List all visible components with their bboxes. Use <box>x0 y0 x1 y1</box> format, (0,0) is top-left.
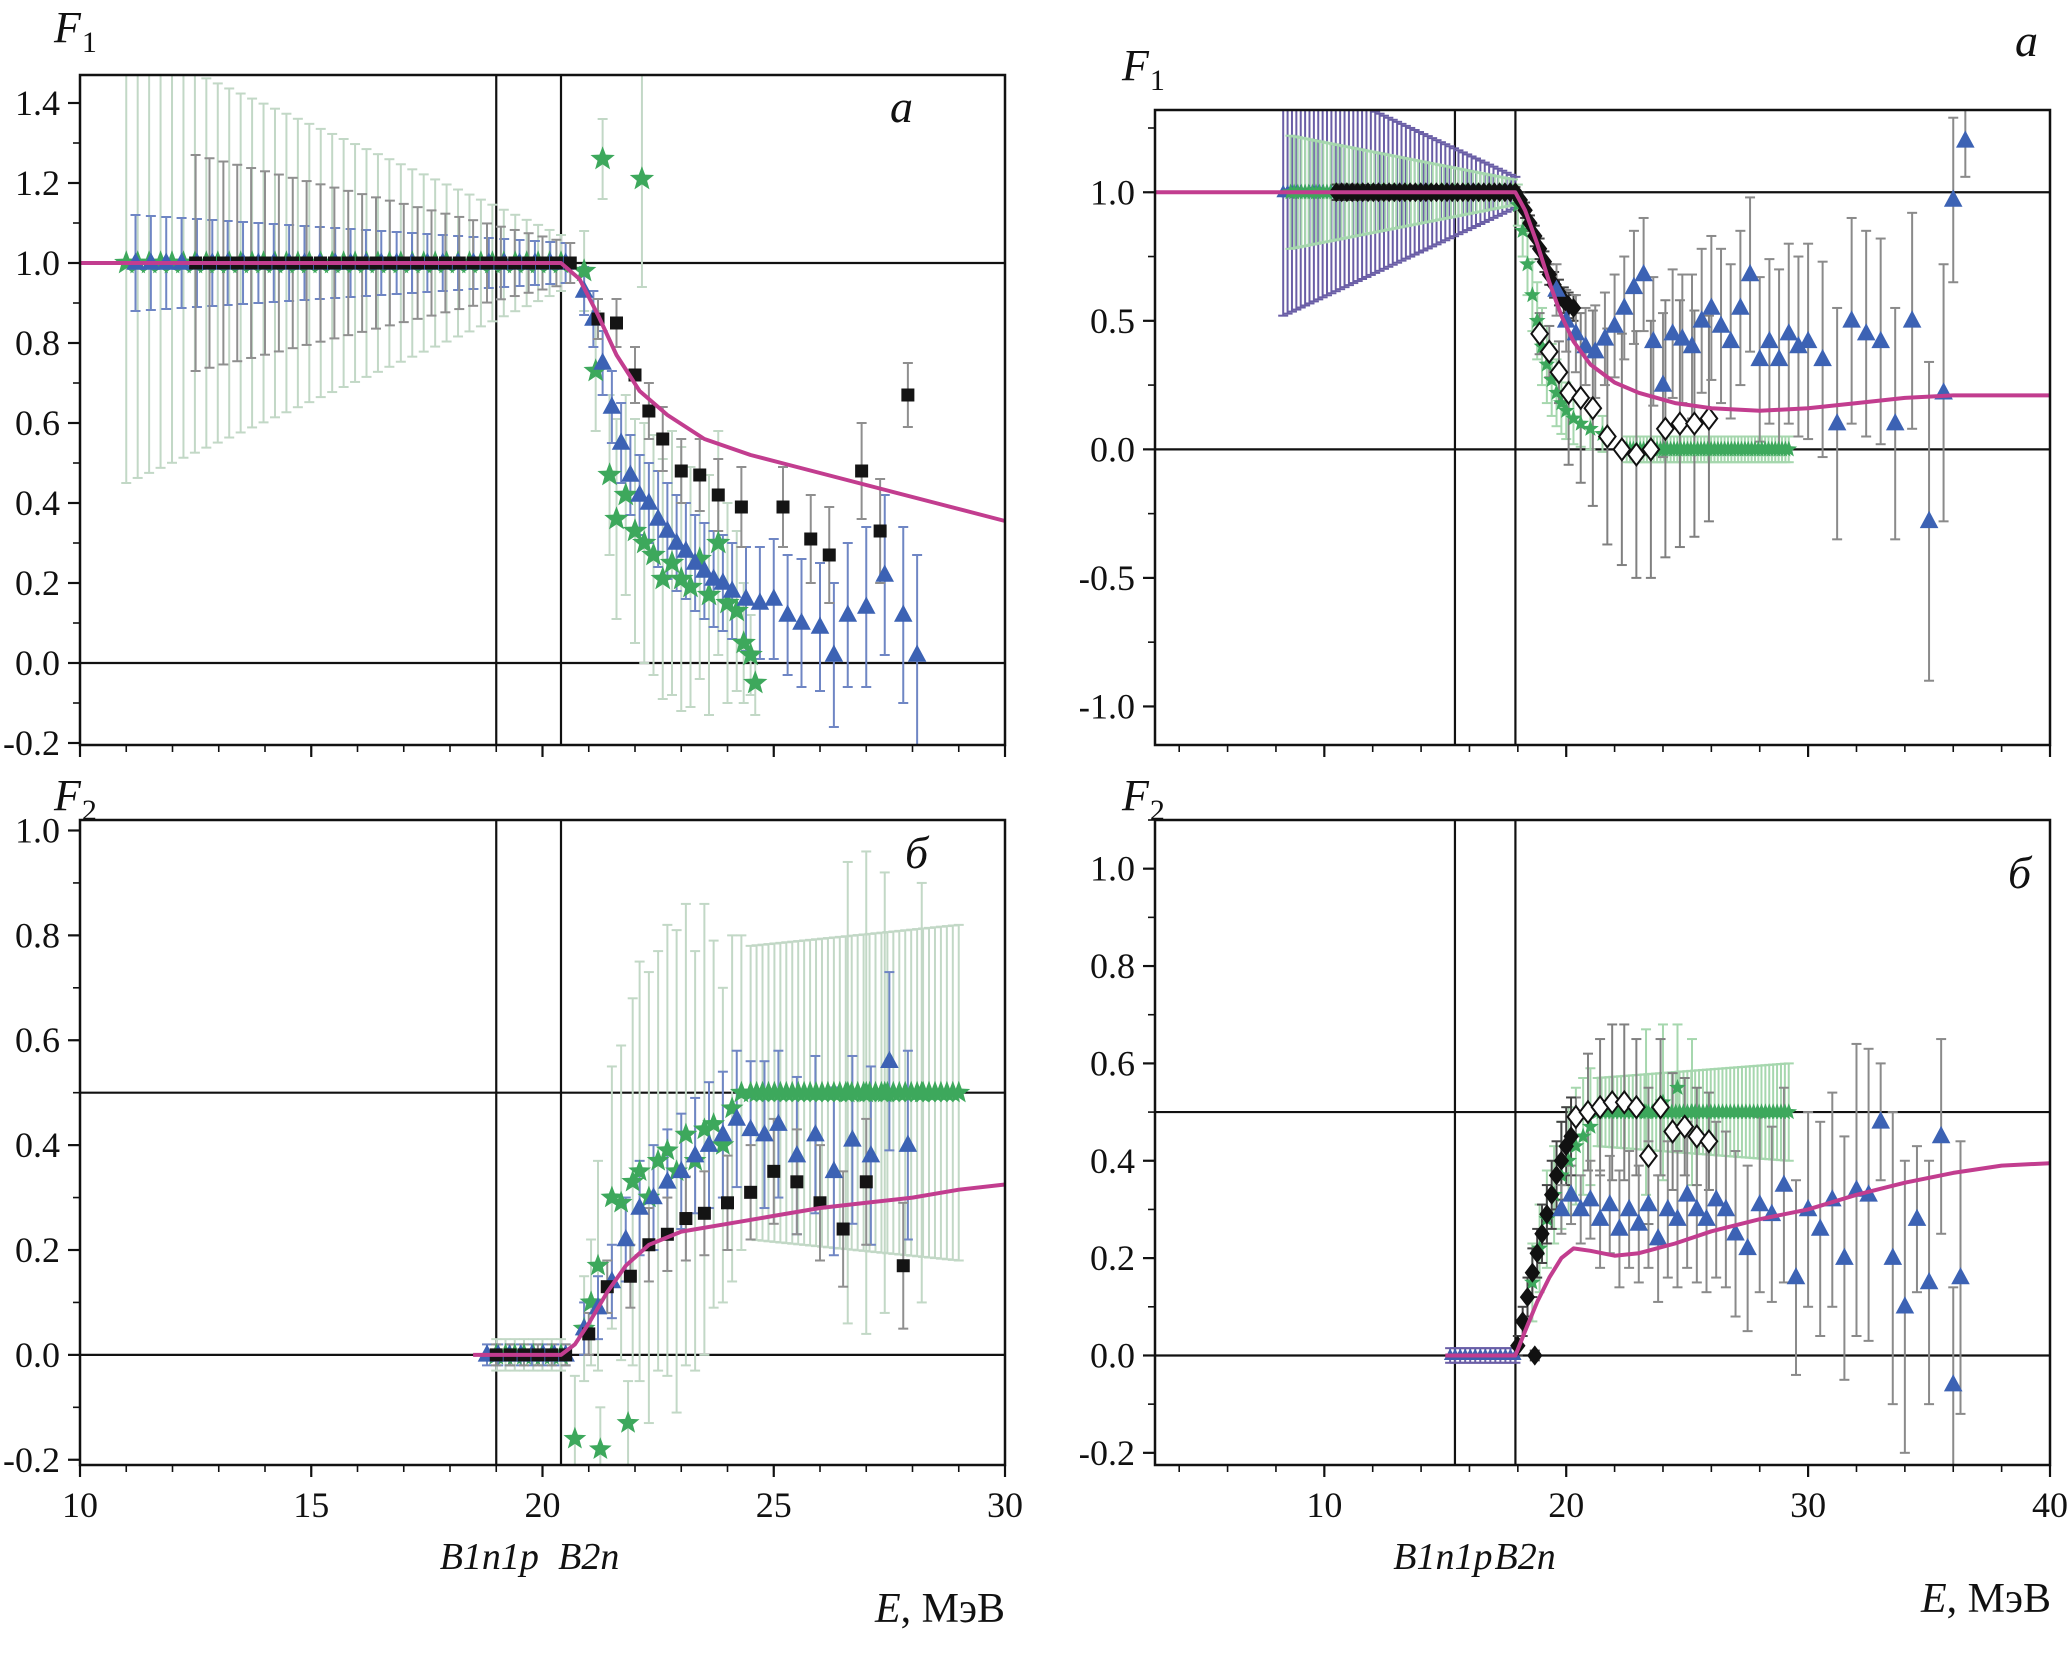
series-blue-triangles <box>126 252 927 662</box>
y-tick-label: 0.0 <box>1090 1335 1135 1375</box>
y-tick-label: -0.5 <box>1080 558 1135 598</box>
series-blue-scattered <box>1547 130 1975 529</box>
y-title-letter: F <box>1122 771 1150 820</box>
threshold-label: B2n <box>558 1536 619 1578</box>
x-axis-label-left: E, МэВ <box>875 1585 1005 1633</box>
x-tick-label: 15 <box>293 1485 329 1525</box>
panel-letter-a-right: a <box>2015 15 2038 66</box>
plot-frame <box>1153 818 2052 1467</box>
panel-f2-left: 10 15 20 25 30 -0.2 0.0 0.2 0.4 0.6 0.8 1.0 B1n1p B2n… <box>0 770 1070 1661</box>
threshold-label: B1n1p <box>1393 1536 1492 1578</box>
y-tick-label: -1.0 <box>1080 686 1135 726</box>
axes-ticks: 10 20 30 40 -0.2 0.0 0.2 0.4 0.6 0.8 1.0 <box>1080 819 2067 1525</box>
threshold-label: B2n <box>1494 1536 1555 1578</box>
x-label-unit: , МэВ <box>900 1586 1005 1632</box>
x-tick-label: 40 <box>2032 1485 2067 1525</box>
axes-ticks: -0.2 0.0 0.2 0.4 0.6 0.8 1.0 1.2 1.4 <box>3 83 1007 763</box>
y-axis-title-f2-right: F2 <box>1122 770 1166 828</box>
x-tick-label: 20 <box>525 1485 561 1525</box>
y-tick-label: -0.2 <box>1080 1433 1135 1473</box>
y-tick-label: 0.8 <box>1090 946 1135 986</box>
theory-curve <box>1155 190 2050 413</box>
y-tick-label: 0.6 <box>1090 1043 1135 1083</box>
chart-f1-left: -0.2 0.0 0.2 0.4 0.6 0.8 1.0 1.2 1.4 <box>3 73 1007 763</box>
chart-f2-left: 10 15 20 25 30 -0.2 0.0 0.2 0.4 0.6 0.8 1.0 B1n1p B2n <box>3 810 1023 1578</box>
y-tick-label: 0.8 <box>15 323 60 363</box>
x-tick-label: 30 <box>987 1485 1023 1525</box>
x-label-e: E <box>1920 1576 1947 1622</box>
y-title-letter: F <box>54 3 82 52</box>
panel-letter-b-right: б <box>2008 847 2032 898</box>
y-tick-label: 0.2 <box>15 563 60 603</box>
y-title-sub: 2 <box>81 793 98 827</box>
plot-frame <box>1153 108 2052 747</box>
x-tick-label: 20 <box>1548 1485 1584 1525</box>
x-tick-label: 25 <box>756 1485 792 1525</box>
x-tick-label: 10 <box>62 1485 98 1525</box>
y-title-letter: F <box>1122 41 1150 90</box>
y-tick-label: 0.4 <box>15 1125 60 1165</box>
x-tick-label: 10 <box>1306 1485 1342 1525</box>
y-tick-label: 0.2 <box>15 1230 60 1270</box>
y-tick-label: 0.6 <box>15 403 60 443</box>
y-title-sub: 2 <box>1149 793 1166 827</box>
y-tick-label: 0.0 <box>1090 429 1135 469</box>
y-tick-label: 0.2 <box>1090 1238 1135 1278</box>
y-title-sub: 1 <box>1149 63 1166 97</box>
y-tick-label: -0.2 <box>3 1440 60 1480</box>
x-label-e: E <box>874 1586 901 1632</box>
y-tick-label: 0.4 <box>15 483 60 523</box>
y-tick-label: 1.2 <box>15 163 60 203</box>
y-tick-label: 1.0 <box>1090 849 1135 889</box>
x-tick-label: 30 <box>1790 1485 1826 1525</box>
y-title-sub: 1 <box>81 25 98 59</box>
panel-letter-a-left: a <box>890 81 913 132</box>
theory-curve <box>80 261 1006 523</box>
chart-f1-right: -1.0 -0.5 0.0 0.5 1.0 <box>1080 108 2052 757</box>
y-tick-label: 0.8 <box>15 915 60 955</box>
y-tick-label: 0.4 <box>1090 1141 1135 1181</box>
panel-letter-b-left: б <box>905 827 929 878</box>
errorbars-black-squares <box>491 1117 909 1367</box>
x-axis-label-right: E, МэВ <box>1921 1575 2051 1623</box>
series-blue-scattered <box>1552 1111 1970 1392</box>
y-axis-title-f2-left: F2 <box>54 770 98 828</box>
theory-curve <box>473 1182 1006 1357</box>
y-tick-label: -0.2 <box>3 723 60 763</box>
chart-f2-right: 10 20 30 40 -0.2 0.0 0.2 0.4 0.6 0.8 1.0 B1n1p B2n <box>1080 818 2067 1578</box>
panel-f2-right: 10 20 30 40 -0.2 0.0 0.2 0.4 0.6 0.8 1.0 B1n1p B2n F… <box>1080 770 2067 1661</box>
y-tick-label: 0.5 <box>1090 301 1135 341</box>
y-tick-label: 0.6 <box>15 1020 60 1060</box>
y-tick-label: 0.0 <box>15 643 60 683</box>
theory-curve <box>1445 1161 2051 1358</box>
panel-f1-right: -1.0 -0.5 0.0 0.5 1.0 F1 a <box>1080 0 2067 770</box>
y-tick-label: 1.0 <box>15 810 60 850</box>
errorbars-blue-scattered <box>1551 109 1971 682</box>
y-title-letter: F <box>54 771 82 820</box>
y-tick-label: 1.0 <box>1090 172 1135 212</box>
x-label-unit: , МэВ <box>1946 1576 2051 1622</box>
axes-ticks: 10 15 20 25 30 -0.2 0.0 0.2 0.4 0.6 0.8 1.0 <box>3 810 1023 1525</box>
series-open-diamonds <box>1566 1089 1719 1169</box>
threshold-label: B1n1p <box>440 1536 539 1578</box>
y-axis-title-f1-left: F1 <box>54 2 98 60</box>
axes-ticks: -1.0 -0.5 0.0 0.5 1.0 <box>1080 127 2052 757</box>
y-tick-label: 1.4 <box>15 83 60 123</box>
errorbars-green-stars <box>121 74 761 716</box>
y-tick-label: 1.0 <box>15 243 60 283</box>
panel-f1-left: -0.2 0.0 0.2 0.4 0.6 0.8 1.0 1.2 1.4 F1 a <box>0 0 1070 770</box>
y-tick-label: 0.0 <box>15 1335 60 1375</box>
series-open-diamonds <box>1530 321 1719 467</box>
y-axis-title-f1-right: F1 <box>1122 40 1166 98</box>
